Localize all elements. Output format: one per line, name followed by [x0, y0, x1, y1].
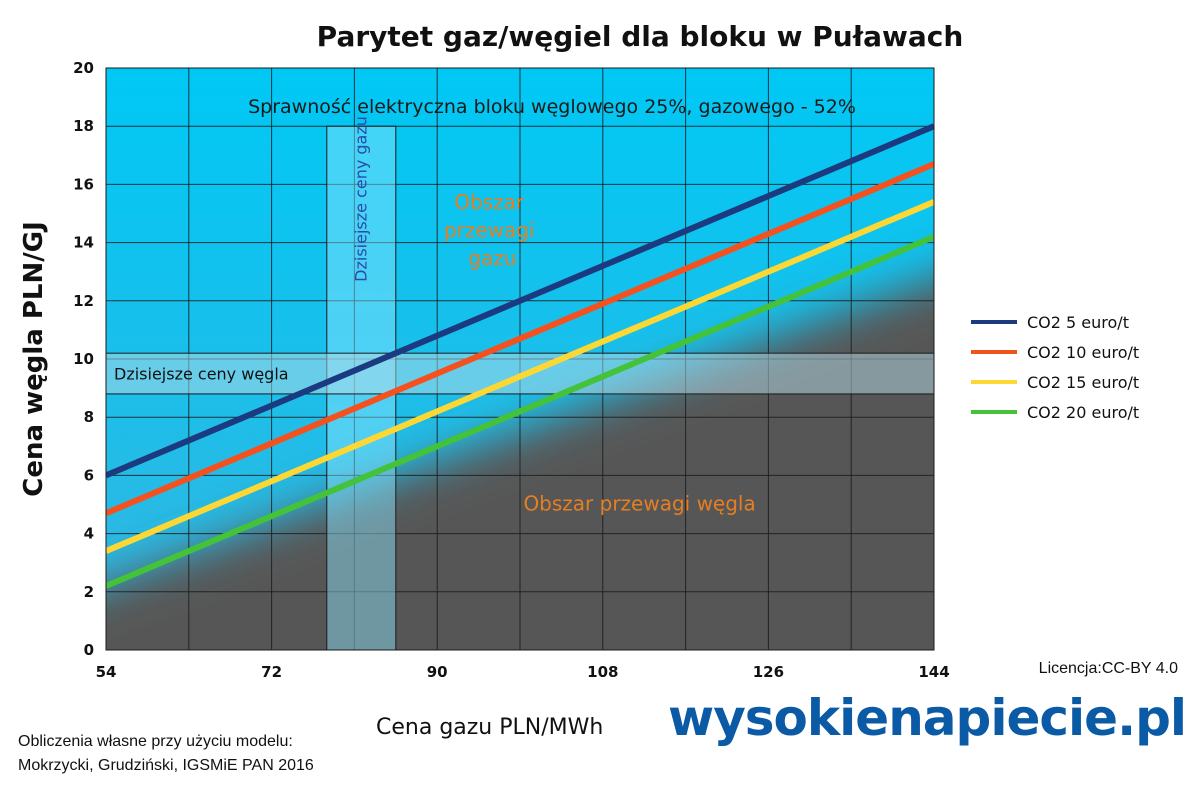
- logo-text-part1: wysokie: [668, 689, 889, 747]
- y-tick-label: 10: [73, 350, 94, 368]
- chart-title: Parytet gaz/węgiel dla bloku w Puławach: [317, 20, 964, 53]
- legend-label: CO2 15 euro/t: [1027, 373, 1139, 392]
- legend: CO2 5 euro/t CO2 10 euro/t CO2 15 euro/t CO…: [971, 313, 1139, 422]
- y-tick-label: 20: [73, 59, 94, 77]
- chart-subtitle: Sprawność elektryczna bloku węglowego 25…: [248, 96, 856, 118]
- x-tick-label: 144: [918, 663, 949, 681]
- gas-advantage-label-line: przewagi: [444, 218, 535, 242]
- y-axis-title: Cena węgla PLN/GJ: [19, 221, 49, 497]
- plot-frame: [105, 67, 935, 651]
- brand-logo: wysokienapiecie.pl: [668, 688, 1187, 748]
- series-lines: [106, 123, 934, 589]
- series-line: [106, 234, 934, 589]
- license-note: Licencja:CC-BY 4.0: [1038, 660, 1178, 677]
- x-tick-label: 126: [753, 663, 784, 681]
- coal-band-label: Dzisiejsze ceny węgla: [114, 365, 289, 384]
- gas-advantage-label: Obszar przewagi gazu: [444, 190, 541, 270]
- x-tick-label: 54: [96, 663, 117, 681]
- series-line: [106, 161, 934, 516]
- legend-label: CO2 5 euro/t: [1027, 313, 1129, 332]
- source-note-line2: Mokrzycki, Grudziński, IGSMiE PAN 2016: [18, 757, 314, 774]
- legend-label: CO2 10 euro/t: [1027, 343, 1139, 362]
- source-note-line1: Obliczenia własne przy użyciu modelu:: [18, 733, 293, 750]
- y-tick-label: 4: [84, 525, 94, 543]
- y-tick-label: 16: [73, 175, 94, 193]
- y-tick-label: 0: [84, 641, 94, 659]
- x-axis-ticks: 54 72 90 108 126 144: [96, 663, 950, 681]
- coal-advantage-label: Obszar przewagi węgla: [523, 491, 755, 515]
- y-tick-label: 2: [84, 583, 94, 601]
- gas-band-label: Dzisiejsze ceny gazu: [351, 116, 370, 282]
- x-axis-title: Cena gazu PLN/MWh: [376, 715, 603, 740]
- legend-label: CO2 20 euro/t: [1027, 403, 1139, 422]
- y-tick-label: 6: [84, 466, 94, 484]
- x-tick-label: 72: [261, 663, 282, 681]
- series-line: [106, 123, 934, 479]
- y-tick-label: 8: [84, 408, 94, 426]
- y-axis-ticks: 0 2 4 6 8 10 12 14 16 18 20: [73, 59, 94, 659]
- series-line: [106, 199, 934, 554]
- logo-text-part2: napiecie.pl: [888, 689, 1187, 747]
- x-tick-label: 108: [587, 663, 618, 681]
- y-tick-label: 18: [73, 117, 94, 135]
- gas-advantage-label-line: gazu: [468, 246, 516, 270]
- gas-advantage-label-line: Obszar: [454, 190, 525, 214]
- y-tick-label: 14: [73, 234, 94, 252]
- y-tick-label: 12: [73, 292, 94, 310]
- x-tick-label: 90: [427, 663, 448, 681]
